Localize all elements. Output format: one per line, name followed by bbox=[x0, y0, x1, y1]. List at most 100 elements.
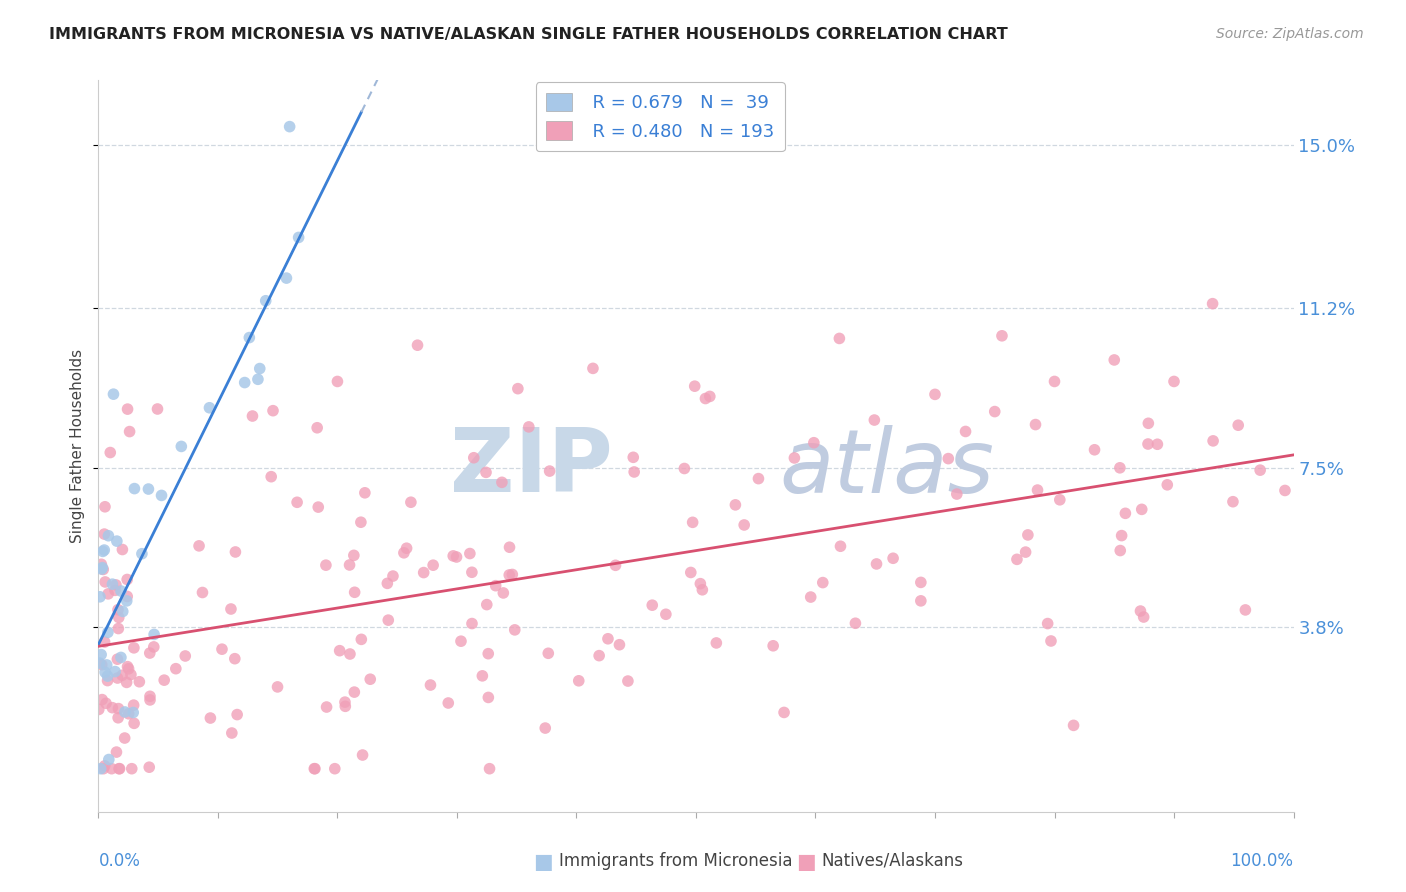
Point bbox=[339, 558, 361, 572]
Point bbox=[762, 639, 785, 653]
Point bbox=[128, 674, 150, 689]
Point bbox=[93, 635, 115, 649]
Point bbox=[90, 762, 112, 776]
Point bbox=[238, 330, 260, 344]
Point bbox=[131, 547, 153, 561]
Point bbox=[323, 762, 346, 776]
Point bbox=[315, 700, 337, 714]
Point bbox=[655, 607, 678, 622]
Point bbox=[503, 623, 526, 637]
Point bbox=[315, 558, 337, 573]
Text: 0.0%: 0.0% bbox=[98, 852, 141, 870]
Point bbox=[326, 375, 349, 389]
Point bbox=[110, 584, 132, 599]
Point bbox=[94, 574, 117, 589]
Point bbox=[94, 696, 117, 710]
Point bbox=[262, 403, 284, 417]
Point bbox=[122, 706, 145, 720]
Point bbox=[93, 762, 115, 776]
Point bbox=[107, 610, 129, 624]
Point bbox=[242, 409, 264, 423]
Point bbox=[1249, 463, 1271, 477]
Point bbox=[446, 549, 468, 564]
Point bbox=[406, 338, 429, 352]
Point bbox=[1039, 634, 1062, 648]
Point bbox=[692, 582, 714, 597]
Point bbox=[395, 541, 418, 556]
Point bbox=[621, 450, 644, 465]
Point bbox=[863, 413, 886, 427]
Point bbox=[673, 461, 696, 475]
Point bbox=[773, 706, 796, 720]
Point bbox=[412, 566, 434, 580]
Point bbox=[121, 762, 143, 776]
Point bbox=[101, 577, 124, 591]
Point bbox=[89, 590, 111, 604]
Point bbox=[115, 594, 138, 608]
Point bbox=[538, 464, 561, 478]
Point bbox=[110, 650, 132, 665]
Point bbox=[498, 568, 520, 582]
Point bbox=[955, 425, 977, 439]
Point bbox=[226, 707, 249, 722]
Point bbox=[506, 382, 529, 396]
Point bbox=[96, 657, 118, 672]
Point bbox=[641, 598, 664, 612]
Point bbox=[534, 721, 557, 735]
Point bbox=[90, 558, 112, 572]
Point bbox=[1026, 483, 1049, 497]
Point bbox=[120, 667, 142, 681]
Point bbox=[1234, 603, 1257, 617]
Point bbox=[517, 420, 540, 434]
Point bbox=[1274, 483, 1296, 498]
Point bbox=[679, 566, 702, 580]
Point bbox=[138, 482, 160, 496]
Point bbox=[97, 587, 120, 601]
Point bbox=[91, 692, 114, 706]
Point bbox=[471, 669, 494, 683]
Point bbox=[188, 539, 211, 553]
Point bbox=[104, 665, 127, 679]
Legend:   R = 0.679   N =  39,   R = 0.480   N = 193: R = 0.679 N = 39, R = 0.480 N = 193 bbox=[536, 82, 785, 152]
Point bbox=[107, 711, 129, 725]
Point bbox=[458, 547, 481, 561]
Point bbox=[1049, 492, 1071, 507]
Point bbox=[105, 652, 128, 666]
Point bbox=[266, 680, 288, 694]
Point bbox=[437, 696, 460, 710]
Point bbox=[329, 643, 352, 657]
Point bbox=[596, 632, 619, 646]
Point bbox=[1063, 718, 1085, 732]
Text: Source: ZipAtlas.com: Source: ZipAtlas.com bbox=[1216, 27, 1364, 41]
Point bbox=[609, 638, 631, 652]
Point bbox=[107, 622, 129, 636]
Point bbox=[307, 421, 329, 435]
Point bbox=[97, 752, 120, 766]
Point bbox=[1201, 296, 1223, 310]
Point bbox=[107, 671, 129, 685]
Point bbox=[910, 575, 932, 590]
Point bbox=[1014, 545, 1036, 559]
Point bbox=[191, 585, 214, 599]
Point bbox=[377, 613, 399, 627]
Point bbox=[139, 693, 162, 707]
Point bbox=[276, 271, 298, 285]
Point bbox=[165, 662, 187, 676]
Point bbox=[233, 376, 256, 390]
Point bbox=[87, 702, 110, 716]
Point bbox=[865, 557, 887, 571]
Point bbox=[1017, 528, 1039, 542]
Point bbox=[477, 647, 499, 661]
Point bbox=[461, 616, 484, 631]
Point bbox=[101, 700, 124, 714]
Point bbox=[381, 569, 404, 583]
Point bbox=[90, 562, 112, 576]
Point bbox=[492, 586, 515, 600]
Point bbox=[695, 392, 717, 406]
Point bbox=[221, 726, 243, 740]
Point bbox=[450, 634, 472, 648]
Point bbox=[200, 711, 222, 725]
Text: ■: ■ bbox=[796, 852, 815, 872]
Point bbox=[830, 539, 852, 553]
Point bbox=[111, 604, 134, 618]
